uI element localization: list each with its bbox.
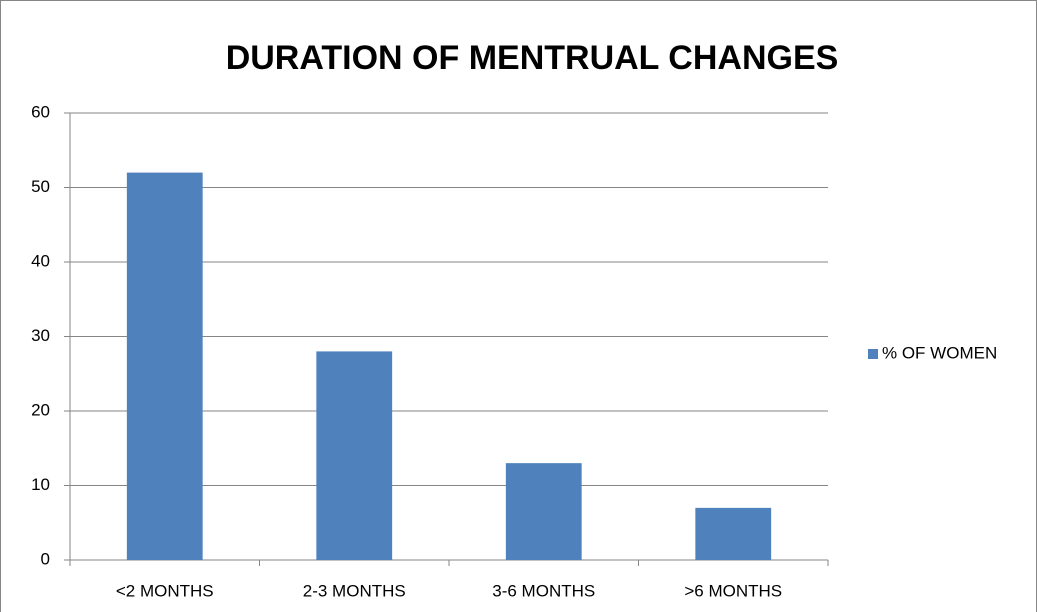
x-tick-label: 3-6 MONTHS [492, 581, 595, 600]
y-tick-label: 40 [31, 251, 50, 270]
bar [126, 172, 203, 560]
y-tick-label: 20 [31, 400, 50, 419]
legend-swatch [868, 349, 878, 359]
x-tick-label: 2-3 MONTHS [303, 581, 406, 600]
y-tick-label: 60 [31, 102, 50, 121]
bar [316, 351, 393, 560]
y-tick-label: 30 [31, 326, 50, 345]
legend-label: % OF WOMEN [882, 343, 997, 362]
y-tick-label: 10 [31, 475, 50, 494]
chart-title: DURATION OF MENTRUAL CHANGES [226, 39, 839, 77]
bar [505, 463, 582, 560]
y-tick-label: 0 [41, 549, 50, 568]
x-tick-label: <2 MONTHS [116, 581, 214, 600]
y-tick-label: 50 [31, 177, 50, 196]
x-tick-label: >6 MONTHS [684, 581, 782, 600]
bar [695, 507, 772, 560]
